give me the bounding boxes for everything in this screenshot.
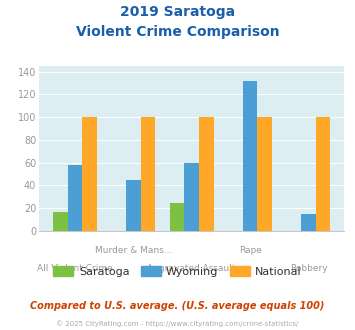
Text: Violent Crime Comparison: Violent Crime Comparison [76,25,279,39]
Bar [243,81,257,231]
Bar [53,212,67,231]
Bar [126,180,141,231]
Bar [301,214,316,231]
Text: Rape: Rape [239,246,262,255]
Bar [199,117,214,231]
Text: Aggravated Assault: Aggravated Assault [147,264,236,273]
Bar [82,117,97,231]
Text: 2019 Saratoga: 2019 Saratoga [120,5,235,19]
Bar [316,117,331,231]
Text: Murder & Mans...: Murder & Mans... [94,246,172,255]
Text: © 2025 CityRating.com - https://www.cityrating.com/crime-statistics/: © 2025 CityRating.com - https://www.city… [56,321,299,327]
Legend: Saratoga, Wyoming, National: Saratoga, Wyoming, National [53,266,302,277]
Bar [170,203,184,231]
Text: All Violent Crime: All Violent Crime [37,264,113,273]
Bar [184,163,199,231]
Bar [257,117,272,231]
Text: Compared to U.S. average. (U.S. average equals 100): Compared to U.S. average. (U.S. average … [30,301,325,311]
Bar [67,165,82,231]
Text: Robbery: Robbery [290,264,327,273]
Bar [141,117,155,231]
